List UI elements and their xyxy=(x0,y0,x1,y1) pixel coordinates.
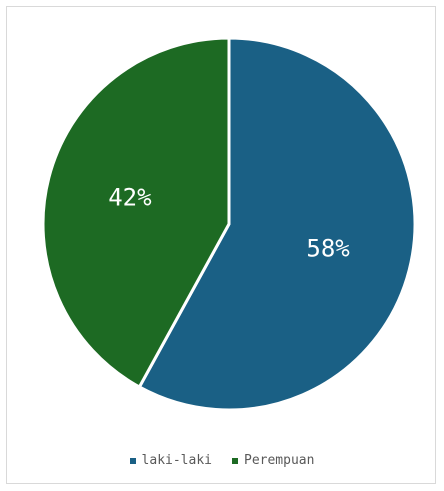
pie-chart: 58% 42% xyxy=(41,36,417,412)
chart-area: 58% 42% laki-laki Perempuan xyxy=(6,6,436,484)
chart-legend: laki-laki Perempuan xyxy=(7,453,437,468)
legend-item-perempuan: Perempuan xyxy=(232,453,314,468)
legend-swatch-laki-laki xyxy=(129,457,136,464)
data-label-perempuan: 42% xyxy=(108,184,152,212)
legend-label-perempuan: Perempuan xyxy=(244,453,315,468)
pie-slice-perempuan xyxy=(41,36,231,390)
legend-label-laki-laki: laki-laki xyxy=(141,453,212,468)
legend-swatch-perempuan xyxy=(232,457,238,464)
pie-slice-laki-laki xyxy=(137,36,417,412)
data-label-laki-laki: 58% xyxy=(306,234,350,262)
legend-item-laki-laki: laki-laki xyxy=(129,453,212,468)
